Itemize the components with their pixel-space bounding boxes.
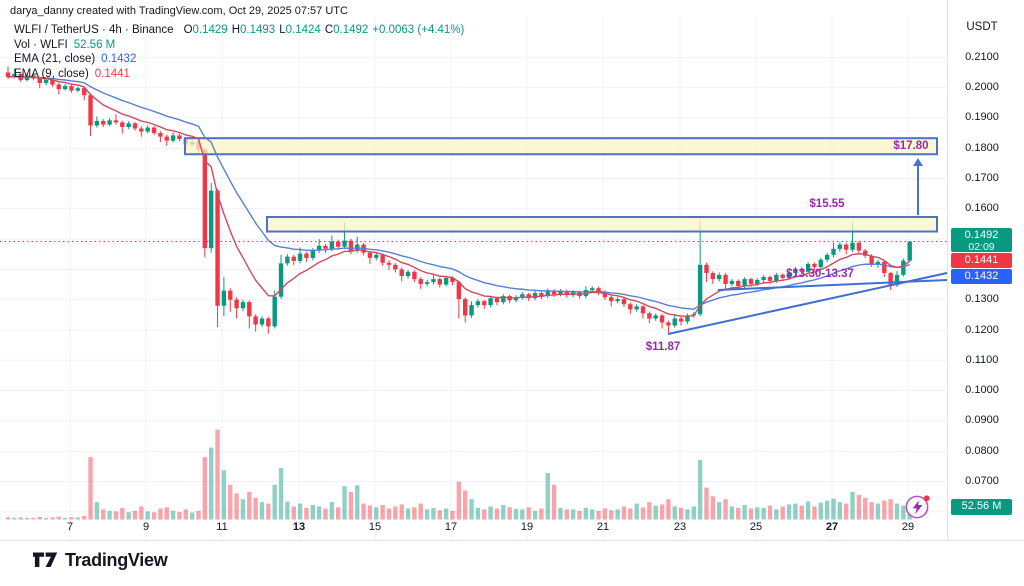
price-tick-label: 0.0800	[965, 444, 999, 457]
change-value: +0.0063 (+4.41%)	[372, 24, 465, 36]
lightning-bolt-icon	[912, 500, 923, 515]
price-tick-label: 0.2000	[965, 81, 999, 94]
time-tick-label: 15	[368, 521, 382, 533]
time-tick-label: 27	[825, 521, 839, 533]
price-annotation: $15.55	[809, 198, 845, 210]
price-badge: 52.56 M	[951, 499, 1012, 515]
time-tick-label: 9	[142, 521, 150, 533]
open-label: O	[183, 24, 193, 36]
price-axis-currency: USDT	[966, 21, 998, 33]
price-tick-label: 0.0900	[965, 414, 999, 427]
price-tick-label: 0.2100	[965, 50, 999, 63]
time-tick-label: 13	[292, 521, 306, 533]
low-value: 0.1424	[285, 24, 321, 36]
symbol-title[interactable]: WLFI / TetherUS · 4h · Binance	[14, 24, 174, 36]
tradingview-logo-text: TradingView	[65, 549, 168, 570]
price-badge: 0.1492 02:09	[951, 228, 1012, 252]
bar-countdown: 02:09	[968, 241, 995, 253]
time-tick-label: 25	[749, 521, 763, 533]
price-tick-label: 0.1200	[965, 323, 999, 336]
tradingview-logo-icon	[33, 552, 58, 567]
price-badge: 0.1432	[951, 269, 1012, 284]
attribution-text: darya_danny created with TradingView.com…	[10, 5, 348, 17]
ema9-legend-row[interactable]: EMA (9, close) 0.1441	[14, 67, 464, 82]
high-label: H	[231, 24, 241, 36]
ema9-label: EMA (9, close)	[14, 67, 89, 80]
price-tick-label: 0.0700	[965, 475, 999, 487]
volume-label: Vol · WLFI	[14, 38, 68, 51]
price-badge: 0.1441	[951, 253, 1012, 268]
symbol-legend-row[interactable]: WLFI / TetherUS · 4h · Binance O0.1429 H0.…	[14, 23, 464, 38]
ema21-label: EMA (21, close)	[14, 53, 96, 65]
chart-legend: WLFI / TetherUS · 4h · Binance O0.1429 H0.…	[14, 23, 464, 81]
time-tick-label: 7	[66, 521, 74, 533]
price-annotation: $13.30-13.37	[786, 268, 854, 280]
flash-events-icon[interactable]	[903, 492, 932, 521]
time-tick-label: 11	[216, 521, 228, 533]
ema9-value: 0.1441	[94, 67, 130, 80]
price-annotation: $17.80	[893, 140, 929, 152]
price-tick-label: 0.1800	[965, 141, 999, 154]
close-label: C	[324, 24, 334, 36]
volume-legend-row[interactable]: Vol · WLFI 52.56 M	[14, 38, 464, 53]
price-annotation: $11.87	[645, 341, 681, 353]
price-tick-label: 0.1000	[965, 384, 999, 397]
ema21-legend-row[interactable]: EMA (21, close) 0.1432	[14, 52, 464, 67]
price-tick-label: 0.1600	[965, 202, 999, 215]
time-tick-label: 21	[596, 521, 610, 533]
time-tick-label: 29	[901, 521, 915, 533]
price-tick-label: 0.1300	[965, 293, 999, 306]
time-tick-label: 17	[444, 521, 458, 533]
time-tick-label: 19	[520, 521, 534, 533]
volume-value: 52.56 M	[73, 38, 116, 51]
high-value: 0.1493	[240, 24, 276, 36]
low-label: L	[279, 24, 286, 36]
time-tick-label: 23	[673, 521, 687, 533]
price-tick-label: 0.1900	[965, 111, 999, 124]
notification-dot	[923, 495, 930, 502]
ema21-value: 0.1432	[101, 53, 137, 65]
close-value: 0.1492	[333, 24, 369, 36]
price-tick-label: 0.1100	[965, 353, 999, 366]
price-tick-label: 0.1700	[965, 172, 999, 184]
open-value: 0.1429	[192, 24, 228, 36]
tradingview-logo[interactable]: TradingView	[33, 549, 168, 571]
